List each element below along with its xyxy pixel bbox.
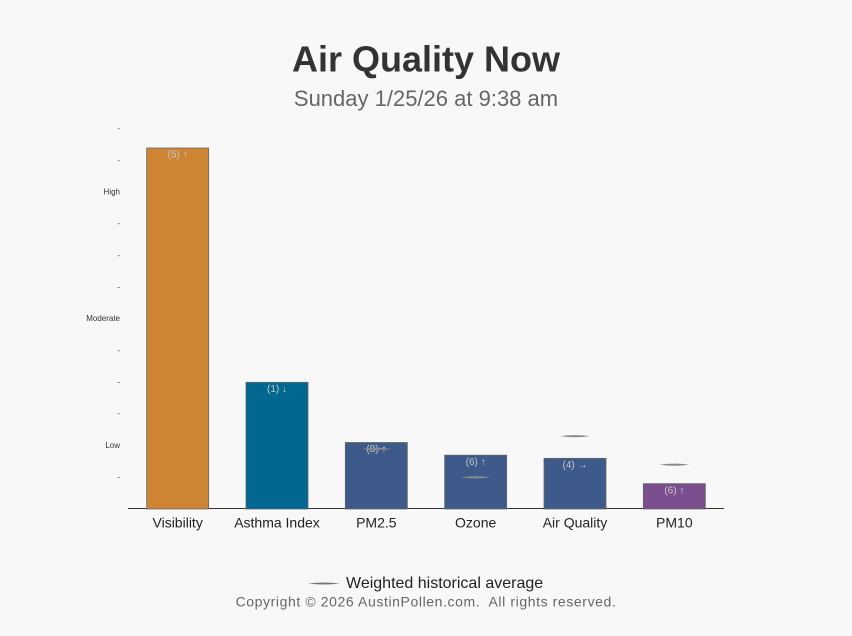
x-tick-label: Ozone — [455, 515, 496, 531]
bar — [344, 442, 408, 510]
x-tick-label: PM10 — [656, 515, 693, 531]
y-tick-label: - — [117, 156, 120, 165]
x-tick-label: PM2.5 — [356, 515, 397, 531]
chart-subtitle: Sunday 1/25/26 at 9:38 am — [294, 86, 558, 111]
bar-label: (1) ↓ — [267, 384, 287, 395]
x-tick-label: Air Quality — [543, 515, 608, 531]
y-tick-label: - — [117, 377, 120, 386]
historical-average-marker — [659, 463, 690, 466]
y-tick-label: - — [117, 219, 120, 228]
historical-average-marker — [361, 447, 392, 450]
y-tick-label: - — [117, 346, 120, 355]
x-tick-label: Asthma Index — [234, 515, 320, 531]
y-tick-label: - — [117, 472, 120, 481]
y-tick-label: - — [117, 282, 120, 291]
copyright: Copyright © 2026 AustinPollen.com. All r… — [236, 594, 617, 610]
x-tick-label: Visibility — [153, 515, 203, 531]
y-tick-label: - — [117, 409, 120, 418]
bar — [444, 454, 508, 510]
y-tick-label: - — [117, 124, 120, 133]
y-tick-label: Moderate — [86, 314, 120, 323]
y-tick-label: Low — [105, 441, 120, 450]
bar-label: (5) ↑ — [168, 150, 188, 161]
bar — [543, 457, 607, 510]
y-tick-label: High — [104, 187, 120, 196]
bar — [642, 483, 706, 510]
bar-label: (4) → — [563, 460, 588, 471]
bar — [245, 381, 309, 510]
bar-label: (6) ↑ — [466, 457, 486, 468]
legend-swatch — [308, 582, 340, 585]
legend-label: Weighted historical average — [346, 575, 543, 592]
bar — [146, 147, 210, 510]
historical-average-marker — [560, 435, 590, 438]
y-tick-label: - — [117, 251, 120, 260]
historical-average-marker — [460, 476, 491, 479]
chart-title: Air Quality Now — [292, 39, 561, 80]
bar-label: (6) ↑ — [664, 485, 684, 496]
